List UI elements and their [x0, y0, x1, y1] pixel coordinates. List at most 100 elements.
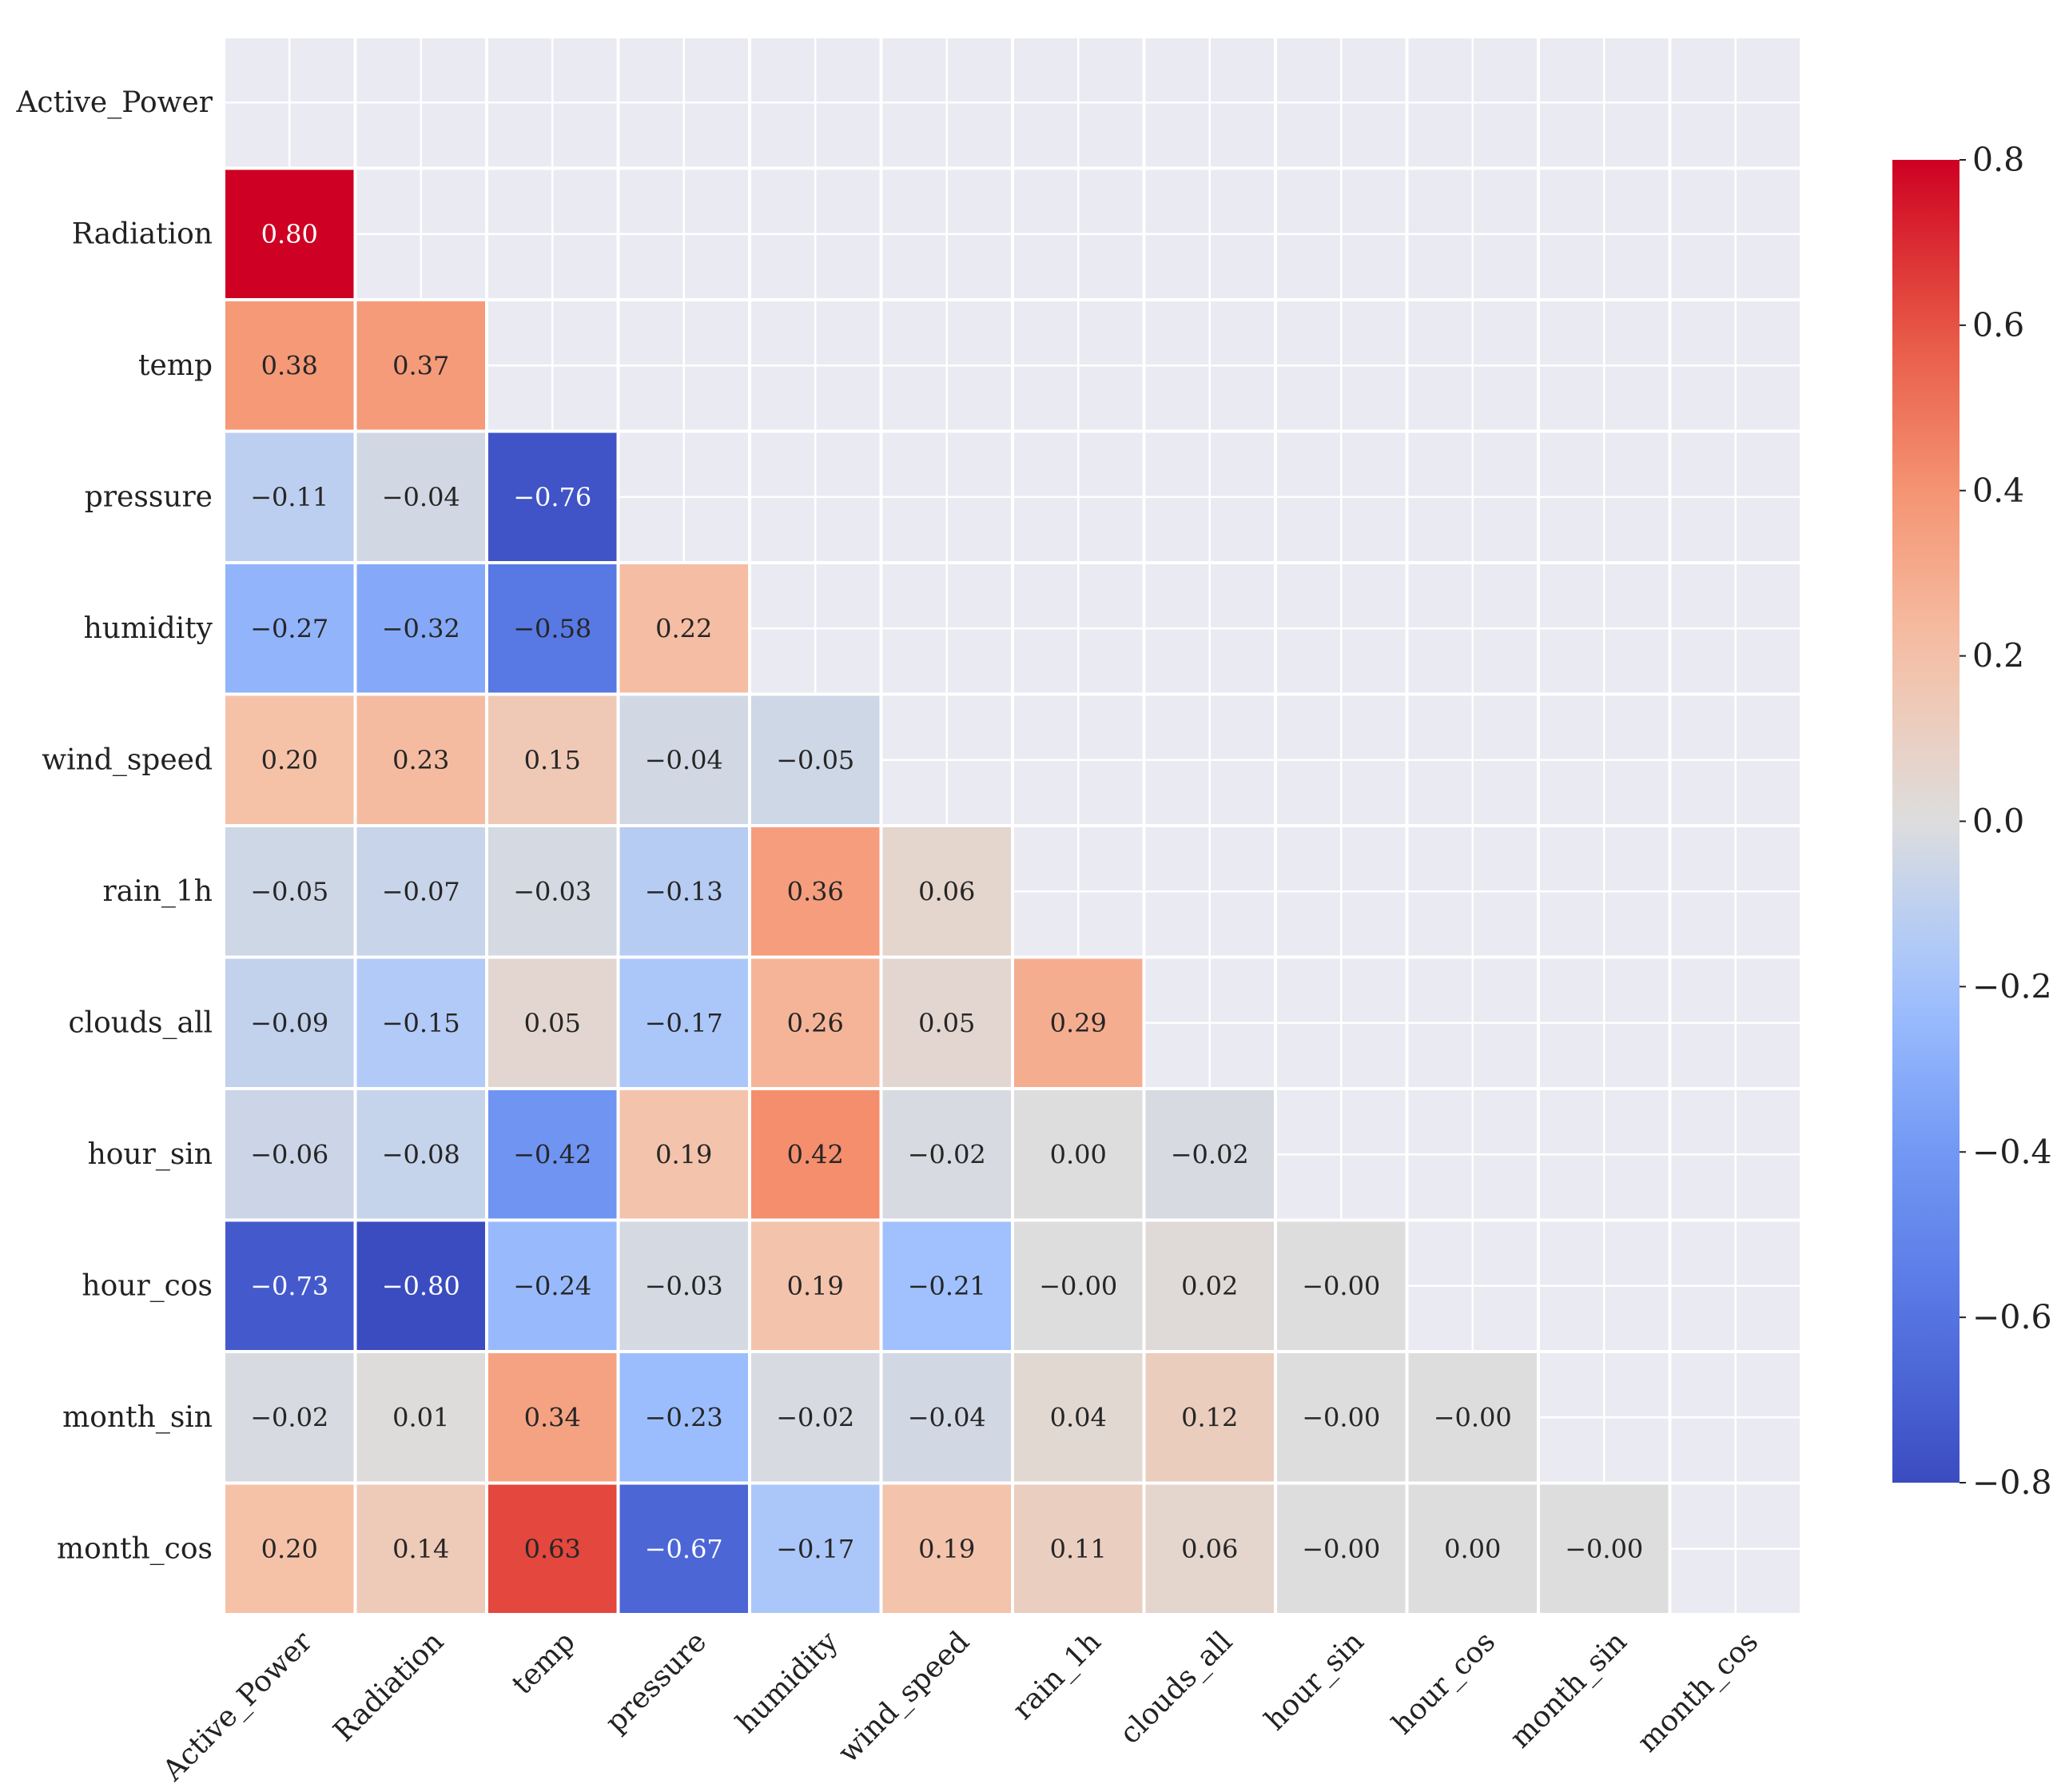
cell-value-label: −0.32 [382, 613, 460, 643]
cell-value-label: −0.27 [250, 613, 328, 643]
cell-value-label: −0.03 [645, 1271, 723, 1301]
cell-value-label: 0.06 [1181, 1534, 1238, 1564]
heatmap-cell-Radiation-Active_Power [222, 166, 357, 301]
heatmap-cell-month_cos-hour_sin [1274, 1481, 1409, 1616]
colorbar-tick-label: −0.2 [1972, 967, 2052, 1006]
heatmap-cell-clouds_all-Active_Power [222, 955, 357, 1090]
y-tick-label-rain_1h: rain_1h [103, 875, 213, 908]
heatmap-cell-rain_1h-pressure [616, 824, 751, 959]
cell-value-label: −0.04 [645, 745, 723, 775]
y-tick-label-wind_speed: wind_speed [42, 743, 213, 776]
heatmap-cell-month_sin-wind_speed [879, 1350, 1014, 1485]
x-tick-label-rain_1h: rain_1h [1007, 1625, 1108, 1726]
heatmap-cell-rain_1h-temp [485, 824, 620, 959]
y-tick-label-month_cos: month_cos [57, 1532, 213, 1565]
heatmap-cell-hour_cos-Radiation [353, 1218, 488, 1353]
heatmap-cell-rain_1h-Radiation [353, 824, 488, 959]
cell-value-label: −0.00 [1302, 1402, 1380, 1432]
y-tick-label-pressure: pressure [85, 480, 213, 513]
cell-value-label: 0.14 [392, 1534, 449, 1564]
y-tick-label-Radiation: Radiation [72, 217, 213, 250]
cell-value-label: 0.00 [1050, 1139, 1107, 1169]
colorbar-tick-label: 0.6 [1972, 306, 2024, 344]
cell-value-label: −0.13 [645, 876, 723, 906]
y-tick-label-humidity: humidity [84, 612, 213, 645]
cell-value-label: −0.17 [776, 1534, 854, 1564]
cell-value-label: 0.11 [1050, 1534, 1107, 1564]
heatmap-cell-month_sin-hour_sin [1274, 1350, 1409, 1485]
heatmap-cell-hour_sin-Active_Power [222, 1087, 357, 1222]
cell-value-label: −0.02 [250, 1402, 328, 1432]
y-tick-label-temp: temp [138, 349, 213, 382]
cell-value-label: −0.11 [250, 482, 328, 512]
cell-value-label: −0.24 [513, 1271, 591, 1301]
cell-value-label: 0.63 [524, 1534, 581, 1564]
cell-value-label: 0.04 [1050, 1402, 1107, 1432]
heatmap-cell-month_cos-clouds_all [1142, 1481, 1277, 1616]
x-tick-label-hour_sin: hour_sin [1259, 1625, 1371, 1737]
x-tick-label-hour_cos: hour_cos [1387, 1625, 1502, 1741]
cell-value-label: 0.42 [787, 1139, 844, 1169]
x-tick-label-pressure: pressure [599, 1625, 713, 1738]
colorbar-tick-label: −0.6 [1972, 1298, 2052, 1336]
cell-value-label: −0.00 [1565, 1534, 1643, 1564]
cell-value-label: 0.05 [524, 1008, 581, 1038]
cell-value-label: 0.34 [524, 1402, 581, 1432]
cell-value-label: 0.06 [918, 876, 975, 906]
cell-value-label: −0.04 [382, 482, 460, 512]
y-tick-label-hour_cos: hour_cos [82, 1269, 213, 1302]
heatmap-cell-rain_1h-wind_speed [879, 824, 1014, 959]
cell-value-label: −0.76 [513, 482, 591, 512]
cell-value-label: −0.09 [250, 1008, 328, 1038]
cell-value-label: 0.01 [392, 1402, 449, 1432]
x-tick-label-temp: temp [506, 1625, 582, 1701]
cell-value-label: 0.15 [524, 745, 581, 775]
heatmap-cell-month_cos-pressure [616, 1481, 751, 1616]
cell-value-label: 0.19 [787, 1271, 844, 1301]
cell-value-label: 0.23 [392, 745, 449, 775]
cell-value-label: 0.37 [392, 350, 449, 380]
heatmap-cell-hour_sin-wind_speed [879, 1087, 1014, 1222]
heatmap-cell-hour_sin-humidity [748, 1087, 883, 1222]
colorbar-tick-label: 0.2 [1972, 637, 2024, 675]
heatmap-cell-hour_sin-rain_1h [1011, 1087, 1146, 1222]
heatmap-cell-month_cos-humidity [748, 1481, 883, 1616]
cell-value-label: −0.00 [1302, 1534, 1380, 1564]
heatmap-cell-humidity-temp [485, 561, 620, 696]
heatmap-cell-hour_cos-wind_speed [879, 1218, 1014, 1353]
cell-value-label: −0.04 [908, 1402, 986, 1432]
x-tick-label-Radiation: Radiation [328, 1625, 451, 1748]
cell-value-label: −0.07 [382, 876, 460, 906]
heatmap-cell-month_cos-month_sin [1537, 1481, 1672, 1616]
cell-value-label: 0.38 [261, 350, 318, 380]
heatmap-cell-month_cos-Radiation [353, 1481, 488, 1616]
heatmap-cell-month_cos-temp [485, 1481, 620, 1616]
heatmap-cell-pressure-temp [485, 429, 620, 564]
cell-value-label: −0.67 [645, 1534, 723, 1564]
cell-value-label: 0.19 [918, 1534, 975, 1564]
heatmap-cell-hour_sin-pressure [616, 1087, 751, 1222]
y-axis-tick-labels: Active_Power Radiation temp pressure humidit… [15, 86, 213, 1566]
colorbar: 0.8 0.6 0.4 0.2 0.0 −0.2 −0.4 −0.6 −0.8 [1892, 141, 2052, 1502]
heatmap-cell-hour_cos-hour_sin [1274, 1218, 1409, 1353]
heatmap-cell-wind_speed-Active_Power [222, 692, 357, 827]
cell-value-label: −0.06 [250, 1139, 328, 1169]
y-tick-label-hour_sin: hour_sin [88, 1138, 213, 1171]
y-tick-label-month_sin: month_sin [62, 1401, 213, 1434]
cell-value-label: −0.73 [250, 1271, 328, 1301]
colorbar-tick-label: 0.8 [1972, 141, 2024, 179]
heatmap-cell-rain_1h-Active_Power [222, 824, 357, 959]
cell-value-label: −0.02 [776, 1402, 854, 1432]
colorbar-tick-label: −0.8 [1972, 1463, 2052, 1502]
cell-value-label: −0.80 [382, 1271, 460, 1301]
cell-value-label: −0.17 [645, 1008, 723, 1038]
cell-value-label: 0.26 [787, 1008, 844, 1038]
heatmap-cell-clouds_all-rain_1h [1011, 955, 1146, 1090]
cell-value-label: 0.22 [655, 613, 712, 643]
cell-value-label: 0.36 [787, 876, 844, 906]
heatmap-cell-clouds_all-humidity [748, 955, 883, 1090]
heatmap-cell-month_cos-rain_1h [1011, 1481, 1146, 1616]
heatmap-cell-hour_sin-clouds_all [1142, 1087, 1277, 1222]
